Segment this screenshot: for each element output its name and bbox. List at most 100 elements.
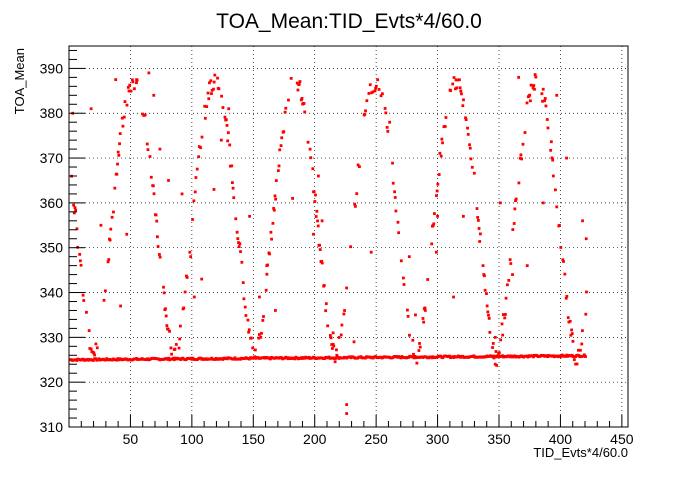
- data-point: [441, 141, 444, 145]
- x-tick-label: 150: [242, 431, 266, 447]
- x-tick-label: 250: [364, 431, 388, 447]
- data-point: [570, 332, 574, 335]
- data-point: [483, 274, 486, 278]
- data-point: [500, 322, 504, 326]
- data-point: [109, 227, 113, 231]
- data-point: [343, 309, 346, 312]
- data-point: [312, 190, 316, 194]
- data-point: [481, 264, 485, 268]
- data-point: [501, 333, 505, 337]
- data-point: [314, 215, 318, 218]
- data-point: [93, 353, 96, 357]
- data-point: [436, 182, 440, 186]
- data-point: [514, 197, 518, 201]
- data-point: [509, 262, 513, 265]
- data-point: [231, 181, 234, 185]
- data-point: [254, 356, 258, 360]
- data-point: [208, 81, 211, 85]
- data-point: [472, 354, 476, 358]
- x-tick-label: 400: [549, 431, 573, 447]
- data-point: [224, 118, 228, 122]
- data-point: [335, 348, 338, 352]
- data-point: [249, 336, 253, 340]
- data-point: [164, 314, 168, 318]
- data-point: [270, 237, 273, 241]
- data-point: [123, 100, 127, 103]
- data-point: [328, 334, 332, 337]
- data-point: [485, 292, 488, 295]
- data-point: [318, 243, 321, 247]
- data-point: [582, 353, 586, 357]
- data-point: [309, 156, 313, 160]
- data-point: [469, 157, 473, 161]
- data-point: [299, 98, 303, 102]
- y-axis-label: TOA_Mean: [12, 48, 27, 114]
- data-point: [203, 104, 207, 108]
- x-axis-label: TID_Evts*4/60.0: [533, 445, 628, 460]
- data-point: [434, 250, 438, 254]
- data-point: [226, 131, 230, 135]
- data-point: [565, 156, 568, 160]
- axes: 50 100 150 200 250 300 350 400 450 310 320 330 340 35…: [40, 49, 634, 447]
- data-point: [274, 197, 278, 201]
- data-point: [131, 80, 135, 84]
- data-point: [253, 348, 257, 352]
- x-tick-label: 200: [303, 431, 327, 447]
- data-point: [166, 327, 170, 331]
- data-point: [173, 347, 177, 351]
- data-point: [128, 83, 132, 87]
- data-point: [421, 317, 425, 320]
- data-point: [239, 250, 242, 254]
- data-point: [356, 163, 360, 167]
- data-point: [491, 342, 495, 345]
- data-point: [212, 80, 216, 84]
- data-point: [451, 82, 455, 86]
- data-point: [345, 403, 349, 406]
- data-point: [408, 333, 411, 337]
- data-point: [393, 196, 397, 199]
- data-point: [291, 197, 294, 200]
- data-point: [584, 312, 588, 316]
- data-point: [269, 230, 273, 234]
- data-point: [549, 148, 553, 152]
- data-point: [221, 106, 225, 109]
- data-point: [396, 220, 400, 224]
- data-point: [418, 345, 422, 349]
- data-point: [568, 319, 572, 323]
- data-point: [413, 354, 417, 358]
- data-point: [458, 78, 461, 82]
- data-point: [162, 285, 165, 289]
- data-point: [212, 87, 215, 91]
- data-point: [108, 238, 112, 242]
- data-point: [313, 200, 317, 203]
- data-point: [230, 164, 234, 168]
- data-point: [235, 230, 239, 234]
- data-point: [385, 125, 389, 129]
- data-point: [472, 171, 476, 175]
- data-point: [169, 346, 173, 350]
- data-point: [296, 88, 300, 92]
- data-point: [265, 264, 269, 268]
- data-point: [79, 263, 83, 267]
- data-point: [437, 173, 441, 176]
- y-tick-label: 320: [40, 374, 64, 390]
- data-point: [289, 76, 293, 80]
- data-point: [212, 188, 216, 191]
- data-point: [476, 216, 480, 219]
- data-point: [303, 110, 307, 114]
- data-point: [555, 205, 559, 209]
- data-point: [406, 314, 410, 318]
- data-point: [514, 199, 517, 203]
- y-tick-label: 380: [40, 105, 64, 121]
- data-point: [133, 87, 136, 91]
- data-point: [149, 175, 153, 179]
- data-point: [459, 89, 463, 93]
- data-point: [118, 132, 122, 136]
- data-point: [324, 309, 328, 313]
- data-point: [407, 255, 411, 259]
- data-point: [158, 253, 161, 256]
- data-point: [318, 248, 322, 251]
- data-point: [143, 113, 147, 117]
- data-point: [320, 261, 324, 265]
- data-point: [545, 118, 549, 121]
